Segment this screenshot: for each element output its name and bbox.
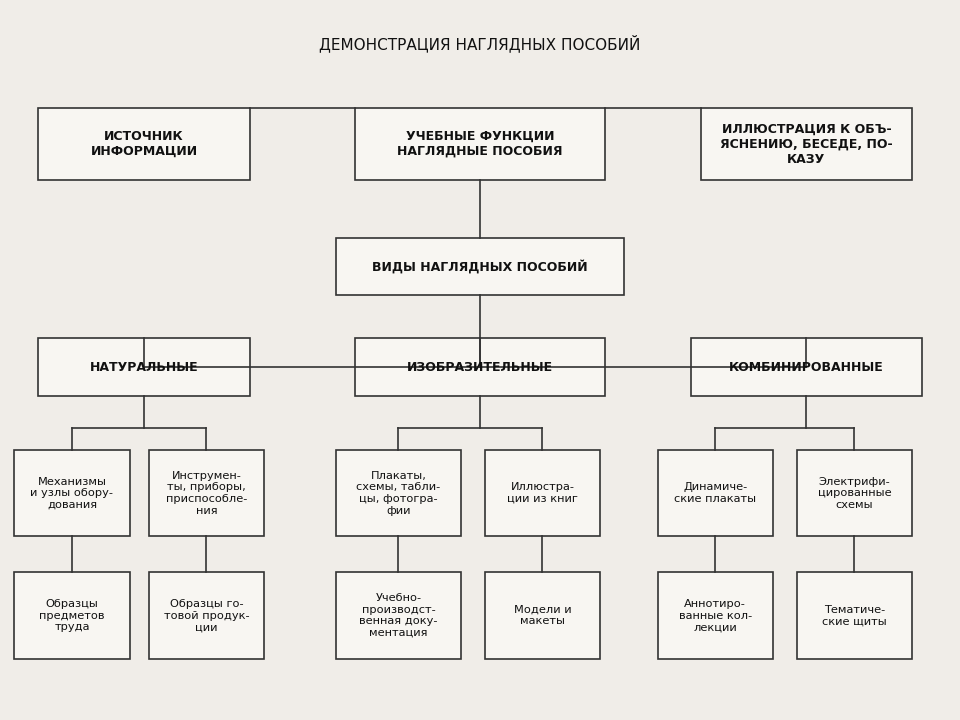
Text: Динамиче-
ские плакаты: Динамиче- ские плакаты (674, 482, 756, 504)
Text: Инструмен-
ты, приборы,
приспособле-
ния: Инструмен- ты, приборы, приспособле- ния (166, 471, 247, 516)
Text: Тематиче-
ские щиты: Тематиче- ские щиты (822, 605, 887, 626)
Text: ИЛЛЮСТРАЦИЯ К ОБЪ-
ЯСНЕНИЮ, БЕСЕДЕ, ПО-
КАЗУ: ИЛЛЮСТРАЦИЯ К ОБЪ- ЯСНЕНИЮ, БЕСЕДЕ, ПО- … (720, 122, 893, 166)
Text: Аннотиро-
ванные кол-
лекции: Аннотиро- ванные кол- лекции (679, 599, 752, 632)
Text: ВИДЫ НАГЛЯДНЫХ ПОСОБИЙ: ВИДЫ НАГЛЯДНЫХ ПОСОБИЙ (372, 259, 588, 274)
FancyBboxPatch shape (336, 238, 624, 295)
Text: КОМБИНИРОВАННЫЕ: КОМБИНИРОВАННЫЕ (729, 361, 884, 374)
Text: Учебно-
производст-
венная доку-
ментация: Учебно- производст- венная доку- ментаци… (359, 593, 438, 638)
FancyBboxPatch shape (336, 450, 461, 536)
Text: Механизмы
и узлы обору-
дования: Механизмы и узлы обору- дования (31, 477, 113, 510)
FancyBboxPatch shape (691, 338, 922, 396)
FancyBboxPatch shape (149, 450, 264, 536)
FancyBboxPatch shape (701, 108, 912, 180)
Text: Плакаты,
схемы, табли-
цы, фотогра-
фии: Плакаты, схемы, табли- цы, фотогра- фии (356, 471, 441, 516)
FancyBboxPatch shape (14, 572, 130, 659)
Text: Модели и
макеты: Модели и макеты (514, 605, 571, 626)
FancyBboxPatch shape (797, 450, 912, 536)
Text: Иллюстра-
ции из книг: Иллюстра- ции из книг (507, 482, 578, 504)
FancyBboxPatch shape (14, 450, 130, 536)
Text: ИЗОБРАЗИТЕЛЬНЫЕ: ИЗОБРАЗИТЕЛЬНЫЕ (407, 361, 553, 374)
FancyBboxPatch shape (149, 572, 264, 659)
Text: УЧЕБНЫЕ ФУНКЦИИ
НАГЛЯДНЫЕ ПОСОБИЯ: УЧЕБНЫЕ ФУНКЦИИ НАГЛЯДНЫЕ ПОСОБИЯ (397, 130, 563, 158)
FancyBboxPatch shape (38, 108, 250, 180)
FancyBboxPatch shape (797, 572, 912, 659)
Text: Электрифи-
цированные
схемы: Электрифи- цированные схемы (818, 477, 891, 510)
FancyBboxPatch shape (336, 572, 461, 659)
Text: ДЕМОНСТРАЦИЯ НАГЛЯДНЫХ ПОСОБИЙ: ДЕМОНСТРАЦИЯ НАГЛЯДНЫХ ПОСОБИЙ (320, 35, 640, 52)
Text: НАТУРАЛЬНЫЕ: НАТУРАЛЬНЫЕ (89, 361, 199, 374)
FancyBboxPatch shape (485, 572, 600, 659)
FancyBboxPatch shape (658, 572, 773, 659)
Text: ИСТОЧНИК
ИНФОРМАЦИИ: ИСТОЧНИК ИНФОРМАЦИИ (90, 130, 198, 158)
FancyBboxPatch shape (485, 450, 600, 536)
FancyBboxPatch shape (355, 338, 605, 396)
FancyBboxPatch shape (658, 450, 773, 536)
Text: Образцы
предметов
труда: Образцы предметов труда (39, 599, 105, 632)
Text: Образцы го-
товой продук-
ции: Образцы го- товой продук- ции (163, 599, 250, 632)
FancyBboxPatch shape (355, 108, 605, 180)
FancyBboxPatch shape (38, 338, 250, 396)
